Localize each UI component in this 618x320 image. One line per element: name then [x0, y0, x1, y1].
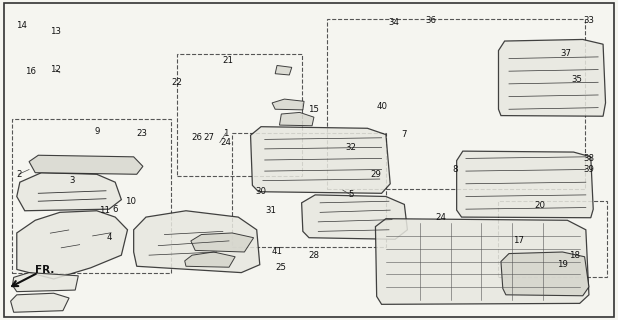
Text: 36: 36 [425, 16, 436, 25]
Text: 30: 30 [255, 187, 266, 196]
Text: 21: 21 [222, 56, 233, 65]
Text: 32: 32 [345, 143, 357, 152]
Text: 8: 8 [452, 165, 458, 174]
Polygon shape [185, 252, 235, 267]
Polygon shape [133, 211, 260, 273]
Text: 16: 16 [25, 67, 36, 76]
Text: 28: 28 [308, 251, 320, 260]
Text: FR.: FR. [35, 265, 54, 275]
Text: 35: 35 [571, 75, 582, 84]
Polygon shape [275, 66, 292, 75]
Text: 20: 20 [534, 202, 545, 211]
Text: 12: 12 [50, 65, 61, 74]
Text: 4: 4 [106, 233, 112, 242]
Text: 40: 40 [376, 101, 387, 111]
Polygon shape [457, 151, 593, 218]
Text: 2: 2 [16, 170, 22, 179]
Text: 24: 24 [221, 138, 232, 147]
Text: 29: 29 [370, 170, 381, 179]
Polygon shape [272, 99, 304, 110]
Text: 38: 38 [583, 154, 595, 163]
Polygon shape [499, 39, 606, 116]
Text: 13: 13 [50, 27, 61, 36]
Polygon shape [302, 195, 407, 239]
Text: 23: 23 [136, 129, 147, 138]
Polygon shape [29, 155, 143, 174]
Text: 24: 24 [436, 212, 447, 222]
Text: 18: 18 [569, 251, 580, 260]
Polygon shape [376, 219, 589, 304]
Polygon shape [17, 173, 121, 211]
Polygon shape [12, 273, 78, 292]
Text: 10: 10 [125, 197, 136, 206]
Text: 11: 11 [99, 206, 110, 215]
Text: 14: 14 [15, 21, 27, 30]
Polygon shape [191, 233, 253, 252]
Text: 22: 22 [171, 78, 182, 87]
Text: 41: 41 [271, 247, 282, 257]
Text: 9: 9 [94, 127, 99, 136]
Text: 33: 33 [583, 16, 595, 25]
Text: 25: 25 [276, 263, 287, 272]
Text: 6: 6 [112, 205, 118, 214]
Polygon shape [501, 252, 589, 296]
Polygon shape [279, 112, 314, 126]
Text: 39: 39 [583, 165, 595, 174]
Polygon shape [11, 293, 69, 312]
Text: 31: 31 [265, 206, 276, 215]
Text: 37: 37 [561, 49, 572, 58]
Text: 15: 15 [308, 105, 320, 114]
Text: 1: 1 [223, 129, 229, 138]
Text: 3: 3 [69, 176, 75, 185]
Polygon shape [17, 211, 127, 279]
Text: 5: 5 [348, 190, 353, 199]
Polygon shape [250, 127, 390, 193]
Text: 19: 19 [557, 260, 568, 269]
Text: 27: 27 [204, 133, 215, 142]
Text: 17: 17 [513, 236, 523, 245]
Text: 26: 26 [192, 133, 203, 142]
Text: 7: 7 [402, 130, 407, 139]
Text: 34: 34 [388, 18, 399, 27]
